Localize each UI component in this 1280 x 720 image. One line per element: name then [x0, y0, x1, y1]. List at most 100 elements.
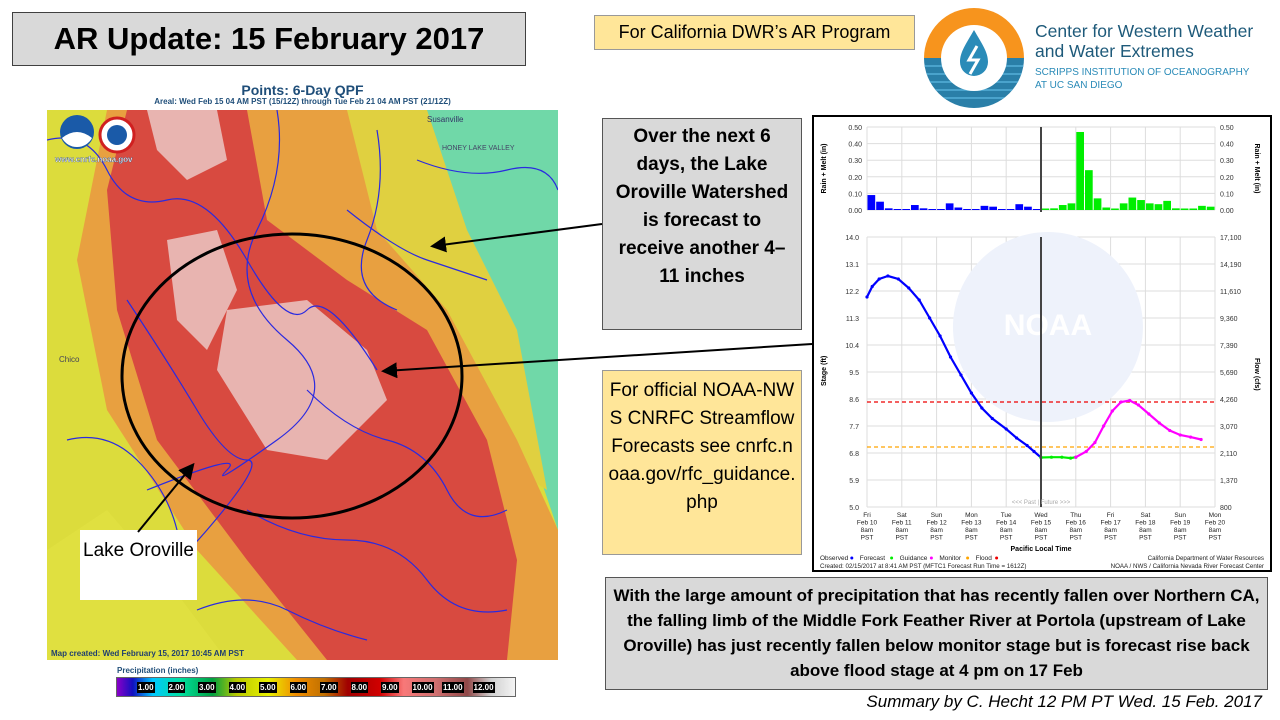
observed-stage-point — [865, 295, 869, 299]
bar-y2label: Rain + Melt (in) — [1253, 144, 1260, 194]
stage-ytick-label: 8.6 — [849, 397, 859, 404]
legend-tick: 6.00 — [289, 682, 308, 693]
bar-ytick-label: 0.10 — [848, 191, 862, 198]
observed-precip-bar — [971, 209, 980, 210]
observed-precip-bar — [1006, 209, 1015, 210]
precip-colorbar: 1.00 2.00 3.00 4.00 5.00 6.00 7.00 8.00 9.00 10.0… — [116, 677, 516, 697]
stage-ytick-label: 5.0 — [849, 505, 859, 512]
xtick-time: 8am — [1104, 527, 1117, 534]
observed-precip-bar — [989, 206, 997, 210]
observed-precip-bar — [1024, 206, 1032, 210]
monitor-stage-point — [1119, 400, 1123, 404]
xtick-day: Sat — [897, 512, 907, 519]
stage-ytick-label: 6.8 — [849, 451, 859, 458]
monitor-stage-point — [1084, 449, 1088, 454]
cw3e-logo: Center for Western Weather and Water Extr… — [922, 6, 1280, 110]
observed-precip-bar — [928, 209, 937, 210]
xtick-time: 8am — [895, 527, 908, 534]
chart-credit-noaa: NOAA / NWS / California Nevada River For… — [1111, 563, 1264, 570]
map-title: Points: 6-Day QPF — [241, 82, 364, 98]
legend-tick: 12.00 — [472, 682, 495, 693]
monitor-stage-point — [1147, 412, 1151, 416]
xtick-tz: PST — [1000, 535, 1013, 542]
monitor-stage-point — [1128, 398, 1132, 403]
stage-ytick-label: 10.4 — [845, 343, 859, 350]
legend-tick: 9.00 — [381, 682, 399, 693]
monitor-stage-point — [1199, 437, 1203, 442]
program-label: For California DWR’s AR Program — [594, 15, 915, 50]
legend-item: Observed — [820, 555, 849, 562]
stage-ytick-label: 14.0 — [845, 235, 859, 242]
forecast-precip-bar — [1058, 205, 1067, 210]
xtick-day: Fri — [1107, 512, 1115, 519]
observed-stage-point — [1015, 436, 1019, 440]
xtick-time: 8am — [965, 527, 978, 534]
observed-stage-point — [1025, 443, 1029, 448]
logo-line-4: AT UC SAN DIEGO — [1035, 80, 1123, 91]
observed-stage-point — [870, 284, 874, 289]
legend-tick: 5.00 — [259, 682, 277, 693]
observed-precip-bar — [1032, 209, 1041, 210]
flow-ytick-label: 1,370 — [1220, 478, 1238, 485]
forecast-precip-bar — [1180, 208, 1189, 210]
summary-credit: Summary by C. Hecht 12 PM PT Wed. 15 Feb… — [866, 692, 1262, 711]
xaxis-label: Pacific Local Time — [1011, 546, 1072, 553]
bar-y2tick-label: 0.50 — [1220, 125, 1234, 132]
slide-title: AR Update: 15 February 2017 — [12, 12, 526, 66]
observed-precip-bar — [876, 201, 884, 210]
bar-y2tick-label: 0.20 — [1220, 175, 1234, 182]
observed-precip-bar — [945, 203, 954, 210]
legend-item: Guidance — [900, 555, 928, 562]
stage-ytick-label: 12.2 — [845, 289, 859, 296]
legend-tick: 4.00 — [228, 682, 247, 693]
observed-stage-point — [928, 316, 932, 320]
xtick-date: Feb 13 — [961, 520, 982, 527]
observed-precip-bar — [867, 195, 876, 210]
xtick-date: Feb 10 — [857, 520, 878, 527]
xtick-day: Tue — [1001, 512, 1012, 519]
legend-marker — [995, 556, 999, 560]
logo-line-2: and Water Extremes — [1035, 41, 1194, 61]
xtick-tz: PST — [930, 535, 943, 542]
forecast-precip-bar — [1067, 203, 1076, 210]
xtick-day: Mon — [1209, 512, 1222, 519]
monitor-stage-point — [1110, 409, 1114, 413]
legend-tick: 7.00 — [320, 682, 338, 693]
observed-precip-bar — [963, 209, 971, 210]
forecast-precip-bar — [1189, 208, 1198, 210]
flow-ytick-label: 2,110 — [1220, 451, 1237, 458]
bar-ytick-label: 0.30 — [848, 158, 862, 165]
forecast-precip-bar — [1119, 203, 1128, 210]
nws-forecast-note: For official NOAA-NWS CNRFC Streamflow F… — [602, 370, 802, 555]
observed-stage-point — [969, 391, 973, 395]
stage-ytick-label: 9.5 — [849, 370, 859, 377]
observed-precip-bar — [1015, 204, 1024, 210]
guidance-stage-point — [1060, 455, 1064, 459]
forecast-precip-bar — [1041, 208, 1050, 210]
logo-line-3: SCRIPPS INSTITUTION OF OCEANOGRAPHY — [1035, 67, 1250, 78]
xtick-date: Feb 15 — [1031, 520, 1052, 527]
bar-y2tick-label: 0.00 — [1220, 208, 1234, 215]
legend-marker — [890, 556, 894, 560]
forecast-precip-bar — [1076, 131, 1084, 210]
observed-precip-bar — [919, 208, 928, 210]
xtick-tz: PST — [1209, 535, 1222, 542]
xtick-date: Feb 18 — [1135, 520, 1156, 527]
xtick-date: Feb 19 — [1170, 520, 1191, 527]
monitor-stage-point — [1189, 435, 1193, 439]
xtick-date: Feb 16 — [1066, 520, 1087, 527]
observed-stage-point — [990, 416, 994, 421]
xtick-date: Feb 14 — [996, 520, 1017, 527]
guidance-stage-point — [1068, 456, 1073, 460]
bar-y2tick-label: 0.30 — [1220, 158, 1234, 165]
legend-tick: 2.00 — [167, 682, 186, 693]
bar-ytick-label: 0.50 — [848, 125, 862, 132]
xtick-time: 8am — [1069, 527, 1082, 534]
observed-precip-bar — [954, 207, 963, 210]
xtick-day: Sat — [1141, 512, 1151, 519]
flow-ylabel: Flow (cfs) — [1253, 358, 1260, 391]
monitor-stage-line — [1075, 399, 1202, 459]
chart-created: Created: 02/15/2017 at 8:41 AM PST (MFTC… — [820, 563, 1026, 570]
legend-tick: 11.00 — [442, 682, 464, 693]
observed-precip-bar — [893, 209, 902, 210]
